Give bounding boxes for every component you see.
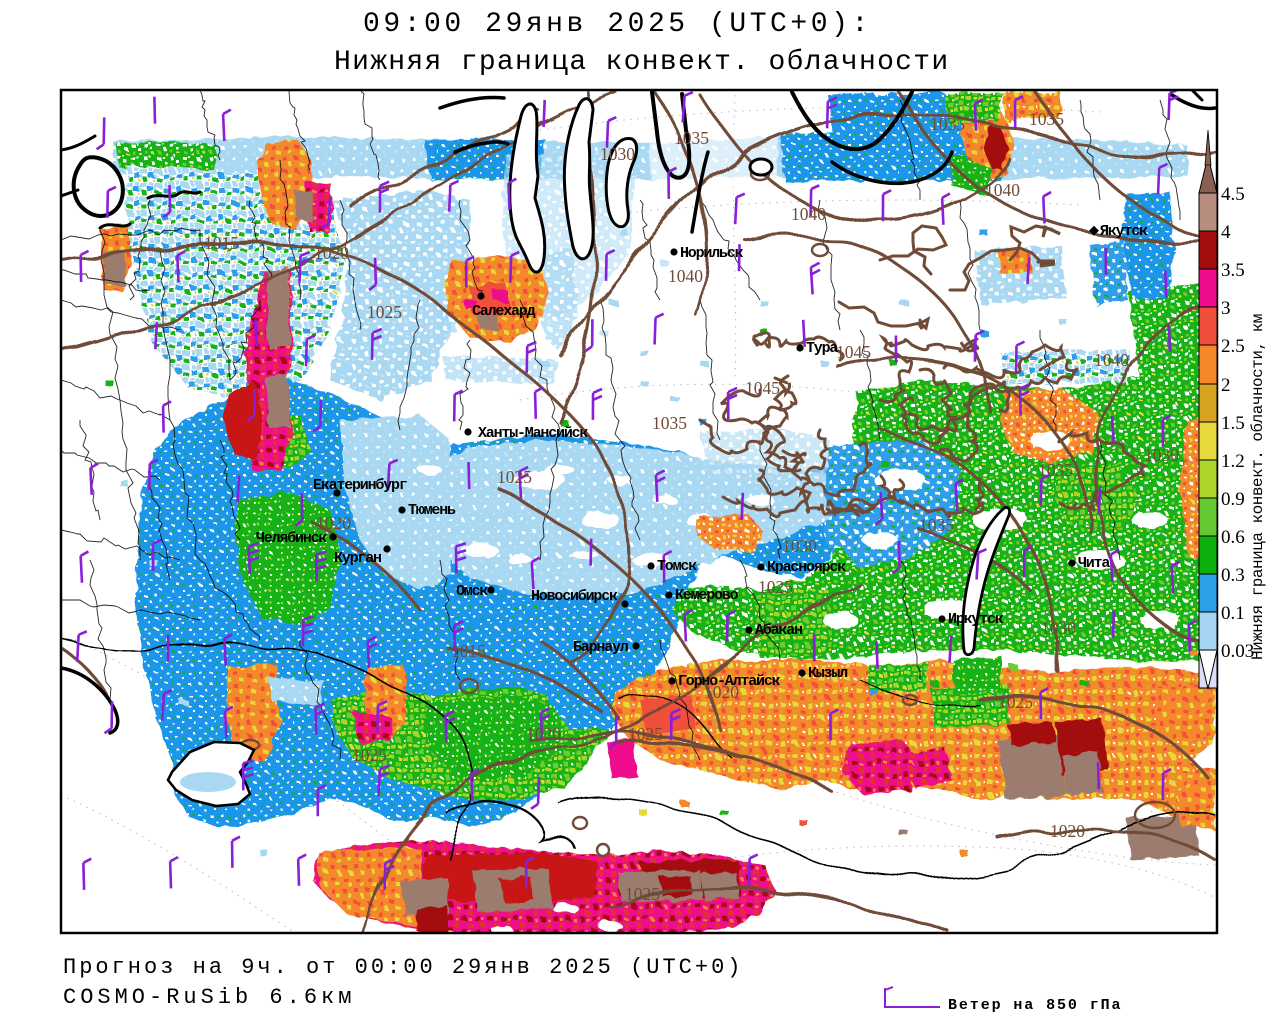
svg-text:Прогноз на 9ч. от 00:00 29янв: Прогноз на 9ч. от 00:00 29янв 2025 (UTC+… — [63, 955, 744, 980]
svg-text:1.5: 1.5 — [1221, 413, 1245, 434]
svg-text:Екатеринбург: Екатеринбург — [313, 477, 407, 494]
svg-text:3: 3 — [1221, 298, 1231, 319]
svg-text:1030: 1030 — [782, 536, 817, 556]
svg-text:1015: 1015 — [451, 641, 486, 661]
svg-text:Нижняя граница конвект. облачн: Нижняя граница конвект. облачности — [334, 47, 950, 78]
svg-text:1020: 1020 — [314, 243, 349, 263]
svg-text:Курган: Курган — [334, 550, 381, 567]
svg-text:1025: 1025 — [758, 577, 793, 597]
svg-text:Кемерово: Кемерово — [675, 587, 739, 604]
svg-text:09:00 29янв 2025 (UTC+0):: 09:00 29янв 2025 (UTC+0): — [363, 9, 872, 40]
svg-text:1025: 1025 — [998, 692, 1033, 712]
svg-text:Тура: Тура — [806, 340, 838, 357]
svg-text:1035: 1035 — [1029, 109, 1064, 129]
svg-text:1035: 1035 — [1038, 460, 1073, 480]
svg-text:1045: 1045 — [745, 378, 780, 398]
svg-text:1015: 1015 — [204, 233, 239, 253]
svg-text:Омск: Омск — [456, 583, 488, 600]
svg-text:1020: 1020 — [526, 724, 561, 744]
svg-text:1040: 1040 — [985, 180, 1020, 200]
svg-text:1035: 1035 — [674, 128, 709, 148]
svg-text:Чита: Чита — [1078, 555, 1110, 572]
svg-text:0.03: 0.03 — [1221, 641, 1254, 662]
svg-text:Тюмень: Тюмень — [408, 502, 456, 519]
svg-text:2: 2 — [1221, 375, 1231, 396]
svg-text:Томск: Томск — [657, 558, 697, 575]
svg-text:Горно-Алтайск: Горно-Алтайск — [678, 673, 781, 690]
svg-text:COSMO-RuSib 6.6км: COSMO-RuSib 6.6км — [63, 985, 355, 1010]
svg-text:1035: 1035 — [919, 515, 954, 535]
svg-text:1035: 1035 — [652, 413, 687, 433]
svg-text:Челябинск: Челябинск — [256, 530, 327, 547]
svg-text:Иркутск: Иркутск — [948, 611, 1004, 628]
svg-text:2.5: 2.5 — [1221, 336, 1245, 357]
svg-text:1025: 1025 — [628, 724, 663, 744]
svg-text:1020: 1020 — [1050, 821, 1085, 841]
svg-text:Нижняя граница конвект. облачн: Нижняя граница конвект. облачности, км — [1249, 314, 1267, 660]
svg-text:1045: 1045 — [836, 342, 871, 362]
svg-text:1025: 1025 — [352, 745, 387, 765]
svg-text:4: 4 — [1221, 222, 1231, 243]
svg-text:0.1: 0.1 — [1221, 603, 1245, 624]
svg-text:1040: 1040 — [1094, 350, 1129, 370]
svg-text:Салехард: Салехард — [472, 303, 536, 320]
svg-text:Барнаул: Барнаул — [573, 639, 628, 656]
svg-text:0.6: 0.6 — [1221, 527, 1245, 548]
svg-text:Якутск: Якутск — [1100, 223, 1148, 240]
svg-text:1030: 1030 — [1144, 445, 1179, 465]
svg-text:Ханты-Мансийск: Ханты-Мансийск — [478, 425, 588, 442]
svg-text:0.3: 0.3 — [1221, 565, 1245, 586]
svg-text:1040: 1040 — [791, 204, 826, 224]
svg-text:Абакан: Абакан — [755, 622, 802, 639]
svg-text:Норильск: Норильск — [680, 245, 744, 262]
svg-text:Ветер на 850 гПа: Ветер на 850 гПа — [948, 997, 1122, 1014]
svg-text:Красноярск: Красноярск — [767, 559, 846, 576]
svg-text:0.9: 0.9 — [1221, 489, 1245, 510]
svg-text:1035: 1035 — [930, 114, 965, 134]
svg-text:3.5: 3.5 — [1221, 260, 1245, 281]
svg-text:1025: 1025 — [497, 467, 532, 487]
svg-text:Новосибирск: Новосибирск — [531, 588, 618, 605]
svg-text:1025: 1025 — [625, 884, 660, 904]
svg-text:1030: 1030 — [1041, 618, 1076, 638]
svg-text:1020: 1020 — [704, 682, 739, 702]
svg-text:1.2: 1.2 — [1221, 451, 1245, 472]
svg-text:1020: 1020 — [316, 513, 351, 533]
svg-text:1025: 1025 — [367, 302, 402, 322]
svg-text:Кызыл: Кызыл — [808, 665, 847, 682]
svg-text:1040: 1040 — [668, 266, 703, 286]
svg-text:1030: 1030 — [600, 144, 635, 164]
svg-text:4.5: 4.5 — [1221, 184, 1245, 205]
